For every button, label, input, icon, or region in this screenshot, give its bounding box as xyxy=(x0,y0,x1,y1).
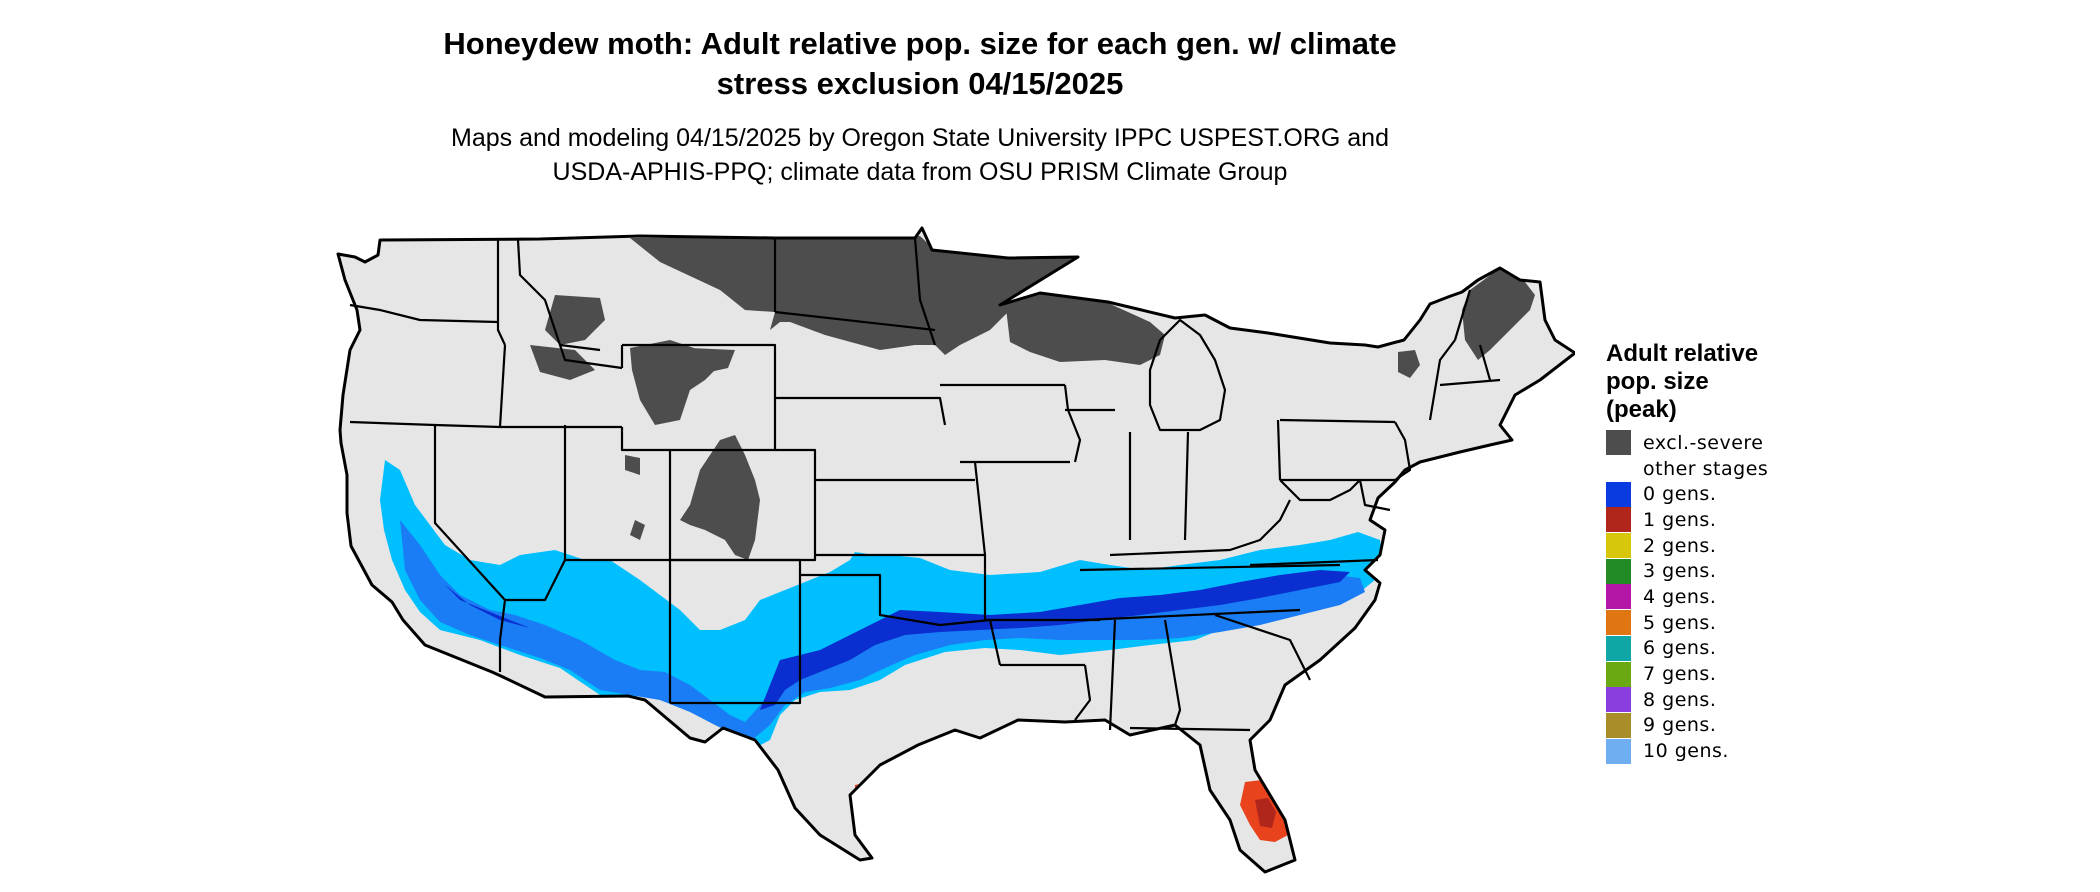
title-line-1: Honeydew moth: Adult relative pop. size … xyxy=(443,26,1397,61)
border-or-id xyxy=(498,344,507,428)
legend-label: 5 gens. xyxy=(1643,611,1717,634)
legend-items: excl.-severe other stages 0 gens. 1 gens. 2 … xyxy=(1606,430,1866,764)
border-ca-coast-inner xyxy=(559,343,601,352)
legend-item: excl.-severe xyxy=(1606,430,1866,456)
map-legend: Adult relative pop. size (peak) excl.-se… xyxy=(1606,340,1866,764)
border-pa-ny xyxy=(1279,418,1396,424)
legend-swatch xyxy=(1606,456,1631,482)
legend-item: 4 gens. xyxy=(1606,584,1866,610)
border-sd-ne xyxy=(775,396,947,426)
legend-swatch xyxy=(1606,533,1631,559)
border-la-ms xyxy=(1074,664,1092,721)
legend-swatch xyxy=(1606,610,1631,636)
border-ky-tn xyxy=(1109,499,1291,557)
border-al-ga xyxy=(1163,619,1182,726)
legend-item: 8 gens. xyxy=(1606,687,1866,713)
zero-gen-dark-core xyxy=(425,565,1350,710)
legend-label: 3 gens. xyxy=(1643,560,1717,583)
border-ny-ne xyxy=(1428,339,1456,421)
us-map-svg xyxy=(336,226,1575,874)
legend-item: 10 gens. xyxy=(1606,738,1866,764)
legend-title-line-3: (peak) xyxy=(1606,396,1677,423)
legend-item: 0 gens. xyxy=(1606,481,1866,507)
border-wa-or xyxy=(349,303,499,324)
legend-swatch xyxy=(1606,738,1631,764)
legend-label: 10 gens. xyxy=(1643,740,1729,763)
border-nm-tx xyxy=(670,558,802,705)
legend-item: 9 gens. xyxy=(1606,712,1866,739)
legend-item: other stages xyxy=(1606,456,1866,482)
border-md-de xyxy=(1358,479,1391,512)
legend-label: other stages xyxy=(1643,457,1769,480)
border-ia-wi xyxy=(1063,384,1082,463)
state-borders xyxy=(349,237,1501,732)
legend-swatch xyxy=(1606,635,1631,661)
border-new-england xyxy=(1439,289,1501,387)
legend-swatch xyxy=(1606,481,1631,507)
legend-label: 8 gens. xyxy=(1643,688,1717,711)
title-line-2: stress exclusion 04/15/2025 xyxy=(716,66,1124,101)
one-gen-florida-core xyxy=(1255,798,1276,828)
legend-swatch xyxy=(1606,687,1631,713)
border-sd xyxy=(774,310,936,332)
border-wv xyxy=(1279,479,1361,502)
legend-swatch xyxy=(1606,507,1631,533)
legend-item: 5 gens. xyxy=(1606,610,1866,636)
map-title: Honeydew moth: Adult relative pop. size … xyxy=(380,24,1460,104)
border-in-oh xyxy=(1183,431,1190,541)
legend-swatch xyxy=(1606,430,1631,456)
border-ms-al xyxy=(1108,619,1117,731)
legend-swatch xyxy=(1606,558,1631,584)
legend-item: 1 gens. xyxy=(1606,507,1866,533)
legend-title-line-1: Adult relative xyxy=(1606,340,1759,367)
legend-label: 9 gens. xyxy=(1643,714,1717,737)
legend-item: 6 gens. xyxy=(1606,635,1866,662)
legend-swatch xyxy=(1606,712,1631,738)
legend-item: 3 gens. xyxy=(1606,558,1866,584)
border-ok-tx xyxy=(800,573,1002,666)
border-oh-pa xyxy=(1276,419,1282,481)
legend-label: 2 gens. xyxy=(1643,534,1717,557)
border-tn-south xyxy=(1084,608,1301,622)
legend-label: 1 gens. xyxy=(1643,508,1717,531)
legend-label: 6 gens. xyxy=(1643,637,1717,660)
subtitle-line-2: USDA-APHIS-PPQ; climate data from OSU PR… xyxy=(552,158,1288,186)
legend-item: 2 gens. xyxy=(1606,533,1866,559)
legend-title: Adult relative pop. size (peak) xyxy=(1606,340,1866,424)
subtitle-line-1: Maps and modeling 04/15/2025 by Oregon S… xyxy=(451,124,1389,152)
border-ga-sc xyxy=(1214,613,1311,681)
legend-item: 7 gens. xyxy=(1606,661,1866,687)
legend-swatch xyxy=(1606,661,1631,687)
border-id-mt xyxy=(516,239,623,370)
border-wa-id xyxy=(496,240,506,346)
legend-label: 7 gens. xyxy=(1643,663,1717,686)
border-ga-fl xyxy=(1129,726,1251,732)
legend-label: 4 gens. xyxy=(1643,585,1717,608)
border-va-nc xyxy=(1249,558,1379,567)
border-ca-nv xyxy=(433,425,507,641)
border-az-nv xyxy=(505,559,566,602)
us-map xyxy=(325,220,1575,890)
legend-swatch xyxy=(1606,584,1631,610)
legend-label: excl.-severe xyxy=(1643,431,1764,454)
legend-label: 0 gens. xyxy=(1643,483,1717,506)
excluded-regions xyxy=(530,236,1535,625)
border-tn xyxy=(1079,563,1341,572)
border-ks-mo xyxy=(973,461,987,620)
map-subtitle: Maps and modeling 04/15/2025 by Oregon S… xyxy=(380,121,1460,189)
border-mi xyxy=(1148,318,1227,432)
legend-title-line-2: pop. size xyxy=(1606,368,1709,395)
border-ut-wy xyxy=(620,427,670,452)
